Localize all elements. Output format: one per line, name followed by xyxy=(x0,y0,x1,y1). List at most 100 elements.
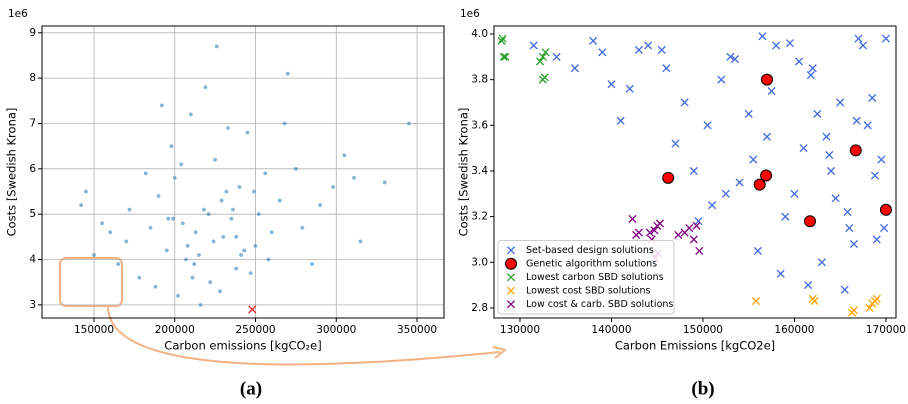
legend-label: Lowest cost SBD solutions xyxy=(526,285,650,296)
point xyxy=(248,271,253,276)
x-tick-label: 150000 xyxy=(683,324,723,336)
point xyxy=(744,109,753,118)
zoom-arrow xyxy=(107,306,501,366)
point xyxy=(208,280,213,285)
y-tick-label: 3 xyxy=(29,299,36,311)
point xyxy=(644,41,653,50)
point xyxy=(219,198,224,203)
point xyxy=(695,246,704,255)
point xyxy=(169,144,174,149)
x-tick-label: 150000 xyxy=(74,324,114,336)
point xyxy=(540,73,549,82)
legend-marker xyxy=(506,300,516,309)
point xyxy=(822,132,831,141)
point xyxy=(730,55,740,64)
point xyxy=(872,294,881,303)
point xyxy=(662,171,675,184)
y-tick-label: 3.6 xyxy=(471,119,488,131)
point xyxy=(529,41,538,50)
x-tick-label: 200000 xyxy=(155,324,195,336)
plot: 150000 200000 250000 300000 350000 3 4 5 6 7 8 9 Car… xyxy=(5,8,445,399)
point xyxy=(84,189,88,194)
point xyxy=(179,162,184,167)
point xyxy=(358,239,363,244)
point xyxy=(171,216,176,221)
point xyxy=(870,171,880,180)
x-axis-label: Carbon Emissions [kgCO2e] xyxy=(615,339,775,353)
point xyxy=(231,207,235,212)
point xyxy=(214,44,219,49)
point xyxy=(203,85,208,90)
point xyxy=(172,175,177,180)
y-tick-label: 6 xyxy=(29,163,36,175)
point xyxy=(825,150,834,160)
point xyxy=(751,297,761,306)
point xyxy=(211,239,216,244)
legend-marker xyxy=(506,273,516,282)
point xyxy=(124,239,129,244)
point xyxy=(655,219,665,228)
point xyxy=(108,230,113,235)
point xyxy=(266,257,271,262)
point xyxy=(799,144,808,153)
point xyxy=(198,302,203,307)
point xyxy=(761,73,774,86)
point xyxy=(760,169,773,182)
point xyxy=(877,155,886,164)
panel-label: (b) xyxy=(691,378,714,399)
point xyxy=(872,235,881,244)
point xyxy=(776,269,785,278)
point xyxy=(189,112,193,117)
panel-label: (a) xyxy=(240,378,262,399)
x-tick-label: 130000 xyxy=(500,324,540,336)
legend-marker xyxy=(506,246,516,255)
legend-marker xyxy=(506,286,516,295)
x-tick-label: 170000 xyxy=(866,324,906,336)
axes-frame xyxy=(493,25,897,319)
point xyxy=(657,45,666,55)
point xyxy=(781,212,790,221)
y-tick-label: 4 xyxy=(29,254,36,266)
point xyxy=(570,64,579,73)
point xyxy=(541,48,550,57)
point xyxy=(159,103,164,108)
point xyxy=(689,166,698,176)
point xyxy=(263,171,268,176)
point xyxy=(293,166,298,171)
point xyxy=(185,244,190,248)
legend-label: Genetic algorithm solutions xyxy=(526,258,657,269)
point xyxy=(762,132,772,141)
point xyxy=(282,121,287,126)
point xyxy=(749,155,758,164)
point xyxy=(153,284,158,289)
y-offset-label: 1e6 xyxy=(460,8,480,20)
point xyxy=(499,52,508,61)
y-offset-label: 1e6 xyxy=(8,8,28,20)
y-tick-label: 4.0 xyxy=(471,28,488,40)
point xyxy=(804,215,817,228)
highlight-box xyxy=(59,257,123,307)
point xyxy=(708,201,717,210)
point xyxy=(772,41,781,50)
legend-box xyxy=(497,240,675,315)
point xyxy=(277,198,282,203)
point xyxy=(753,246,762,255)
point xyxy=(645,228,654,237)
point xyxy=(234,234,239,239)
point xyxy=(352,175,356,180)
point xyxy=(616,116,625,125)
point xyxy=(607,80,616,89)
point xyxy=(382,180,387,185)
point xyxy=(242,248,247,253)
point xyxy=(703,121,712,130)
x-axis-label: Carbon emissions [kgCO₂e] xyxy=(164,339,321,353)
point xyxy=(166,216,171,221)
point xyxy=(224,189,229,194)
point xyxy=(806,71,815,80)
point xyxy=(692,221,701,230)
point xyxy=(552,52,561,61)
y-axis-label: Costs [Swedish Krona] xyxy=(457,108,471,237)
point xyxy=(831,194,840,203)
point xyxy=(880,223,889,233)
legend-label: Low cost & carb. SBD solutions xyxy=(526,299,673,310)
